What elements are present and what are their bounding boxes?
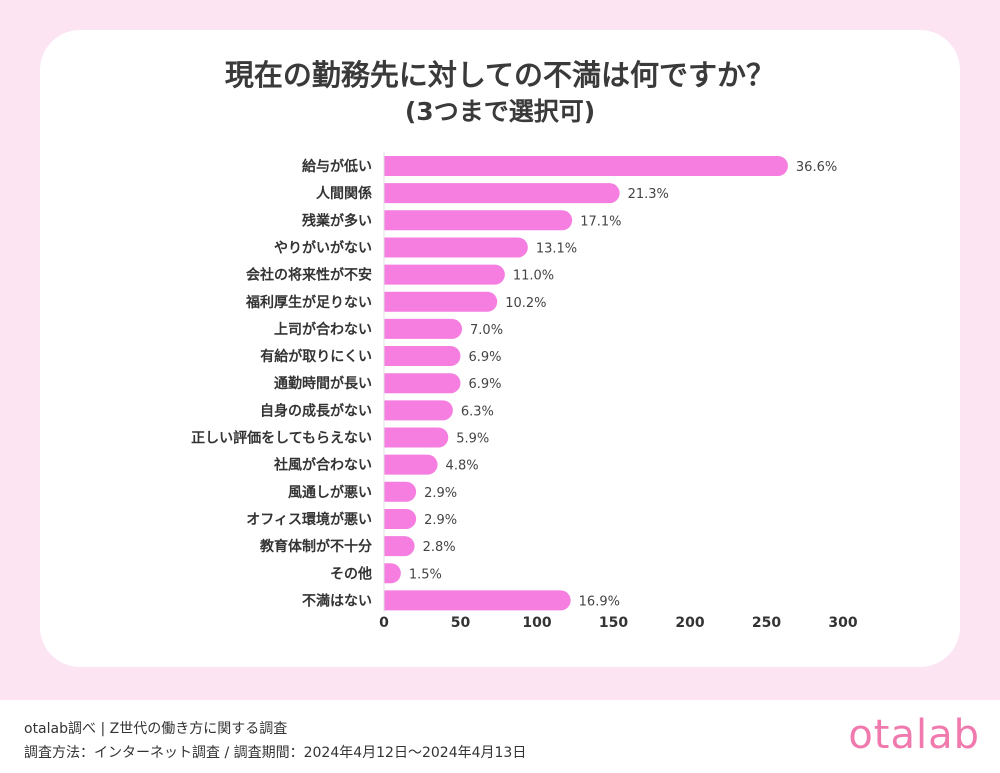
data-label: 11.0% <box>513 269 554 284</box>
category-label: 人間関係 <box>316 185 372 202</box>
data-label: 1.5% <box>409 567 442 582</box>
bar <box>384 210 573 231</box>
data-label: 6.9% <box>469 350 502 365</box>
x-tick-label: 200 <box>675 615 704 631</box>
bar <box>384 454 438 475</box>
category-label: 通勤時間が長い <box>274 375 372 392</box>
category-label: 正しい評価をしてもらえない <box>191 430 372 447</box>
category-label: 給与が低い <box>302 158 372 175</box>
bar <box>384 427 449 448</box>
data-label: 21.3% <box>628 187 669 202</box>
data-label: 10.2% <box>505 296 546 311</box>
x-tick-label: 300 <box>828 615 857 631</box>
category-label: 風通しが悪い <box>288 484 372 501</box>
data-label: 5.9% <box>456 432 489 447</box>
chart-title: 現在の勤務先に対しての不満は何ですか？ <box>224 58 776 92</box>
category-label: 不満はない <box>302 592 372 609</box>
category-label: やりがいがない <box>274 239 372 256</box>
footer-method: 調査方法：インターネット調査 / 調査期間：2024年4月12日〜2024年4月… <box>24 745 527 761</box>
data-label: 2.9% <box>424 513 457 528</box>
bar <box>384 563 401 584</box>
data-label: 4.8% <box>446 459 479 474</box>
bar <box>384 183 620 204</box>
bar <box>384 237 528 258</box>
x-tick-label: 0 <box>379 615 389 631</box>
category-label: 福利厚生が足りない <box>245 294 372 311</box>
bar <box>384 373 461 394</box>
chart-subtitle: (3つまで選択可) <box>404 97 596 126</box>
bar <box>384 291 498 312</box>
category-label: その他 <box>330 565 372 582</box>
footer-source: otalab調べ | Z世代の働き方に関する調査 <box>24 721 288 737</box>
bar <box>384 346 461 367</box>
category-label: 自身の成長がない <box>260 402 372 419</box>
data-label: 6.3% <box>461 404 494 419</box>
data-label: 6.9% <box>469 377 502 392</box>
bar <box>384 318 463 339</box>
data-label: 7.0% <box>470 323 503 338</box>
bar <box>384 481 417 502</box>
bar-chart: 給与が低い 36.6% 人間関係 21.3% 残業が多い 17.1% やりがいがない 13.1… <box>191 152 858 631</box>
bar <box>384 400 453 421</box>
data-label: 16.9% <box>579 594 620 609</box>
data-label: 17.1% <box>580 214 621 229</box>
category-label: 有給が取りにくい <box>260 348 372 365</box>
data-label: 13.1% <box>536 241 577 256</box>
data-label: 2.8% <box>423 540 456 555</box>
x-tick-label: 100 <box>522 615 551 631</box>
x-tick-label: 50 <box>451 615 471 631</box>
footer: otalab調べ | Z世代の働き方に関する調査 調査方法：インターネット調査 … <box>0 700 1000 773</box>
chart-card <box>40 30 960 667</box>
category-label: 残業が多い <box>302 212 372 229</box>
data-label: 36.6% <box>796 160 837 175</box>
category-label: オフィス環境が悪い <box>246 511 372 528</box>
bar <box>384 508 417 529</box>
data-label: 2.9% <box>424 486 457 501</box>
category-label: 社風が合わない <box>273 457 372 474</box>
x-tick-label: 250 <box>752 615 781 631</box>
bar <box>384 156 788 176</box>
bar <box>384 590 571 611</box>
bar <box>384 264 505 285</box>
category-label: 上司が合わない <box>274 321 372 338</box>
x-tick-label: 150 <box>599 615 628 631</box>
category-label: 教育体制が不十分 <box>260 538 372 555</box>
bar <box>384 536 415 557</box>
category-label: 会社の将来性が不安 <box>246 267 372 284</box>
otalab-logo: otalab <box>848 712 980 758</box>
